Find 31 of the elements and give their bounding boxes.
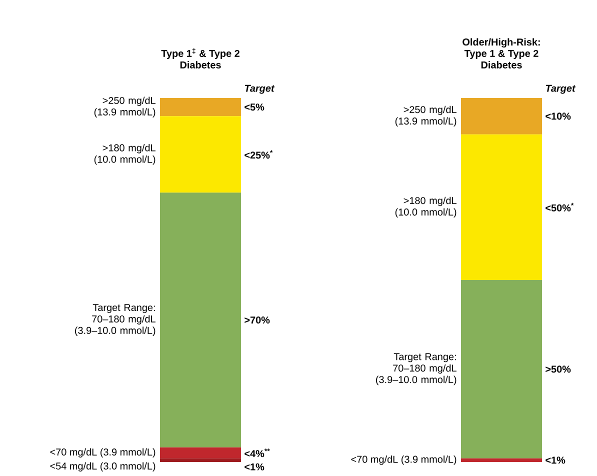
text: <25%$^{*}$ <box>244 150 273 159</box>
series-label: >250 mg/dL (13.9 mmol/L) <box>94 96 156 118</box>
series-label: >180 mg/dL (10.0 mmol/L) <box>94 144 156 165</box>
bar <box>160 458 242 462</box>
series-label: <70 mg/dL (3.9 mmol/L) <box>351 456 456 465</box>
series-label: >180 mg/dL (10.0 mmol/L) <box>395 196 456 218</box>
text: <4%$^{**}$ <box>244 448 270 458</box>
text: Target <box>546 84 576 94</box>
series-label: <54 mg/dL (3.0 mmol/L) <box>50 462 156 472</box>
text: >50% <box>546 366 571 373</box>
bar <box>461 98 542 134</box>
chart-title: Type 1$^{‡}$ & Type 2 Diabetes <box>161 48 240 68</box>
series-label: >250 mg/dL (13.9 mmol/L) <box>395 106 456 127</box>
bar <box>160 98 242 116</box>
text: <50%$^{*}$ <box>546 202 574 212</box>
text: Target <box>244 84 275 94</box>
text: <1% <box>244 463 264 470</box>
bar <box>160 447 242 458</box>
bar <box>461 280 542 458</box>
text: >70% <box>244 316 270 324</box>
bar <box>160 192 242 448</box>
bar <box>461 134 542 280</box>
series-label: Target Range: 70–180 mg/dL (3.9–10.0 mmol/L) <box>75 304 156 336</box>
text: <10% <box>546 112 571 120</box>
text: <5% <box>244 104 264 111</box>
bar <box>461 458 542 462</box>
bar <box>160 116 242 193</box>
chart-title: Older/High-Risk: Type 1 & Type 2 Diabetes <box>462 38 540 68</box>
series-label: <70 mg/dL (3.9 mmol/L) <box>50 448 156 458</box>
text: <1% <box>546 456 566 464</box>
series-label: Target Range: 70–180 mg/dL (3.9–10.0 mmol/L) <box>376 353 456 386</box>
